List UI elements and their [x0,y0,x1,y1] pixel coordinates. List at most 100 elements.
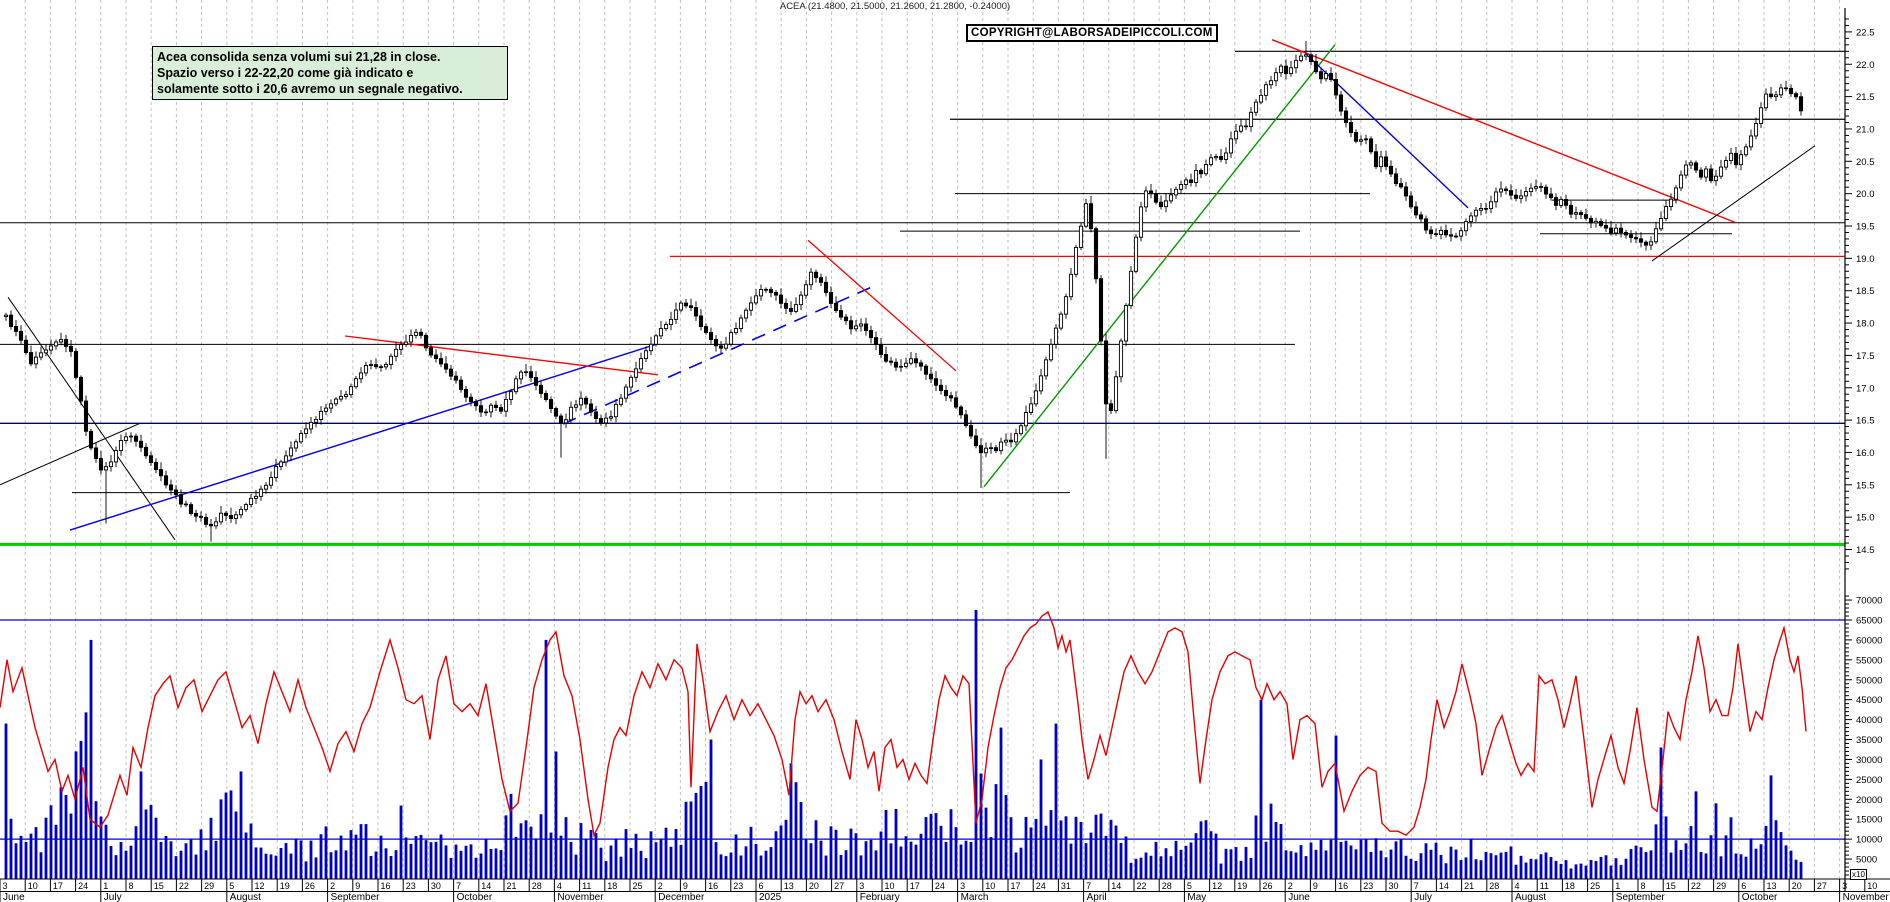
copyright-badge: COPYRIGHT@LABORSADEIPICCOLI.COM [966,24,1218,42]
svg-text:17.5: 17.5 [1856,351,1875,362]
svg-text:3: 3 [1842,881,1847,891]
annotation-line: Spazio verso i 22-22,20 come già indicat… [157,66,414,80]
svg-text:4: 4 [1515,881,1520,891]
svg-text:50000: 50000 [1856,675,1882,686]
svg-text:10: 10 [885,881,895,891]
svg-text:10: 10 [985,881,995,891]
svg-text:25000: 25000 [1856,775,1882,786]
svg-text:5000: 5000 [1856,855,1877,866]
svg-text:16.5: 16.5 [1856,416,1875,427]
svg-text:23: 23 [406,881,416,891]
svg-text:16: 16 [708,881,718,891]
svg-text:2: 2 [1288,881,1293,891]
svg-text:29: 29 [1716,881,1726,891]
svg-text:13: 13 [1767,881,1777,891]
svg-text:19.0: 19.0 [1856,254,1875,265]
svg-text:65000: 65000 [1856,615,1882,626]
svg-text:August: August [1515,892,1546,902]
svg-text:9: 9 [1313,881,1318,891]
svg-text:2: 2 [330,881,335,891]
svg-text:10: 10 [28,881,38,891]
svg-text:30: 30 [1389,881,1399,891]
trendlines-layer [0,39,1816,541]
svg-text:26: 26 [1263,881,1273,891]
svg-text:20.0: 20.0 [1856,189,1875,200]
svg-text:June: June [1288,892,1310,902]
svg-text:27: 27 [1817,881,1827,891]
volume-layer [4,610,1803,879]
svg-text:17.0: 17.0 [1856,383,1875,394]
svg-text:9: 9 [355,881,360,891]
grid-layer [24,0,1841,879]
svg-text:20000: 20000 [1856,795,1882,806]
svg-text:11: 11 [1540,881,1549,891]
svg-text:3: 3 [859,881,864,891]
volume-multiplier-label: x10 [1850,869,1867,880]
svg-text:May: May [1187,892,1206,902]
svg-text:6: 6 [1741,881,1746,891]
svg-text:14.5: 14.5 [1856,545,1875,556]
svg-text:8: 8 [1641,881,1646,891]
svg-text:29: 29 [204,881,214,891]
svg-text:April: April [1087,892,1107,902]
axis-layer: 22.5 22.0 21.5 21.0 20.5 20.0 19.5 19.0 18.5 18.0… [1844,8,1882,892]
svg-text:28: 28 [1162,881,1172,891]
svg-text:19: 19 [1237,881,1247,891]
svg-text:7: 7 [456,881,461,891]
svg-text:4: 4 [557,881,562,891]
svg-text:7: 7 [1086,881,1091,891]
svg-text:26: 26 [305,881,315,891]
svg-text:31: 31 [1061,881,1071,891]
svg-text:5: 5 [1187,881,1192,891]
chart-title: ACEA (21.4800, 21.5000, 21.2600, 21.2800… [779,1,1011,12]
svg-text:25: 25 [633,881,643,891]
svg-text:40000: 40000 [1856,715,1882,726]
svg-text:13: 13 [784,881,794,891]
svg-text:October: October [1742,892,1778,902]
svg-text:24: 24 [1036,881,1046,891]
svg-text:14: 14 [481,881,491,891]
annotation-line: Acea consolida senza volumi sui 21,28 in… [157,50,441,64]
svg-text:60000: 60000 [1856,635,1882,646]
svg-text:12: 12 [1212,881,1222,891]
svg-text:October: October [457,892,493,902]
svg-text:22: 22 [1137,881,1147,891]
svg-text:15: 15 [1666,881,1676,891]
svg-text:30: 30 [431,881,441,891]
svg-text:55000: 55000 [1856,655,1882,666]
svg-text:20.5: 20.5 [1856,157,1875,168]
svg-text:9: 9 [683,881,688,891]
svg-text:22: 22 [179,881,189,891]
svg-text:September: September [1616,892,1666,902]
svg-text:21.5: 21.5 [1856,92,1875,103]
svg-text:17: 17 [1011,881,1021,891]
svg-text:24: 24 [78,881,88,891]
svg-text:24: 24 [935,881,945,891]
svg-text:19.5: 19.5 [1856,222,1875,233]
svg-text:14: 14 [1439,881,1449,891]
svg-text:12: 12 [255,881,265,891]
price-levels-layer [0,50,1845,546]
svg-text:70000: 70000 [1856,596,1882,607]
svg-text:15000: 15000 [1856,815,1882,826]
svg-text:December: December [658,892,705,902]
svg-text:6: 6 [759,881,764,891]
svg-text:22.0: 22.0 [1856,60,1875,71]
svg-text:August: August [230,892,261,902]
svg-text:16: 16 [1338,881,1348,891]
svg-text:17: 17 [910,881,920,891]
svg-text:3: 3 [960,881,965,891]
svg-text:28: 28 [532,881,542,891]
svg-text:20: 20 [809,881,819,891]
svg-text:18.5: 18.5 [1856,286,1875,297]
svg-text:November: November [557,892,604,902]
svg-text:10: 10 [1867,881,1877,891]
svg-text:23: 23 [733,881,743,891]
svg-text:18.0: 18.0 [1856,319,1875,330]
annotation-box: Acea consolida senza volumi sui 21,28 in… [152,46,508,100]
svg-text:27: 27 [834,881,844,891]
svg-text:30000: 30000 [1856,755,1882,766]
svg-text:23: 23 [1363,881,1373,891]
svg-text:21: 21 [507,881,517,891]
